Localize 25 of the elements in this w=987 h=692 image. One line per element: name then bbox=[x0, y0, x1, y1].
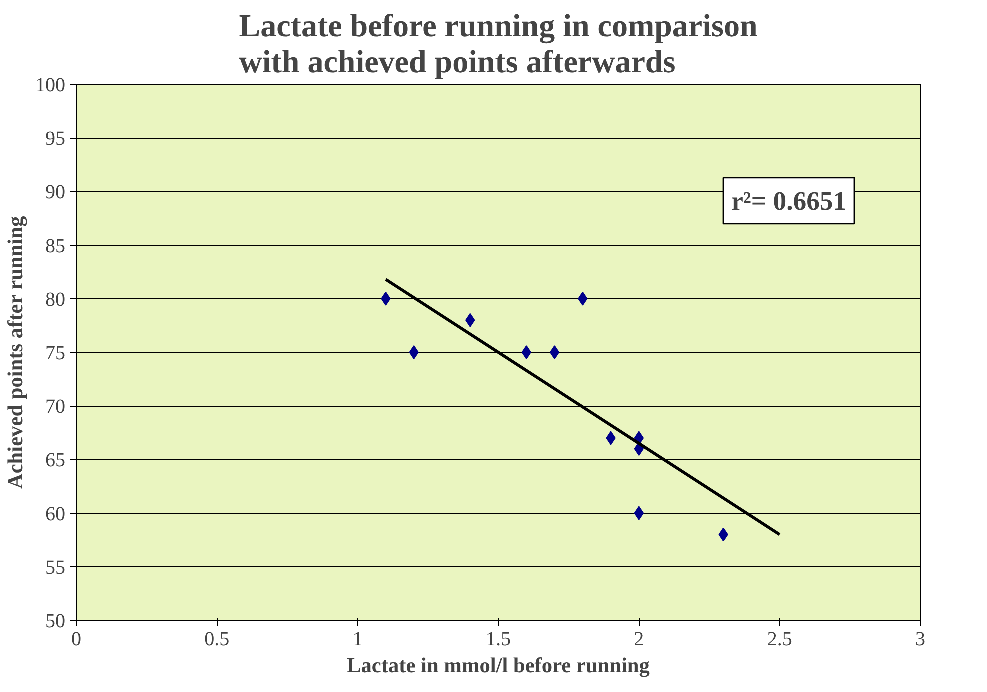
x-tick-label: 0 bbox=[72, 628, 82, 650]
point bbox=[409, 346, 419, 360]
x-tick-label: 1.5 bbox=[486, 628, 511, 650]
point bbox=[522, 346, 532, 360]
y-tick-label: 55 bbox=[46, 556, 66, 579]
y-tick-label: 50 bbox=[46, 610, 66, 632]
y-tick-label: 95 bbox=[46, 128, 66, 150]
point bbox=[550, 346, 560, 360]
y-tick-label: 70 bbox=[46, 396, 66, 418]
y-tick-label: 60 bbox=[46, 503, 66, 526]
y-tick-label: 65 bbox=[46, 450, 66, 472]
chart-title: Lactate before running in comparison with achieved points afterwards bbox=[239, 8, 758, 80]
x-tick-label: 0.5 bbox=[204, 628, 230, 650]
y-tick-label: 90 bbox=[46, 182, 66, 204]
x-tick-label: 3 bbox=[916, 628, 926, 650]
x-axis-title: Lactate in mmol/l before running bbox=[347, 654, 650, 678]
y-tick-label: 100 bbox=[36, 74, 66, 96]
y-tick-label: 85 bbox=[46, 235, 66, 258]
y-tick-label: 75 bbox=[46, 342, 66, 364]
y-axis-title: Achieved points after running bbox=[4, 216, 28, 490]
annotation: r²= 0.6651 bbox=[732, 186, 847, 216]
y-tick-label: 80 bbox=[46, 288, 66, 311]
x-tick-label: 1 bbox=[352, 628, 363, 650]
x-tick-label: 2.5 bbox=[767, 628, 792, 650]
x-tick-label: 2 bbox=[634, 628, 644, 650]
